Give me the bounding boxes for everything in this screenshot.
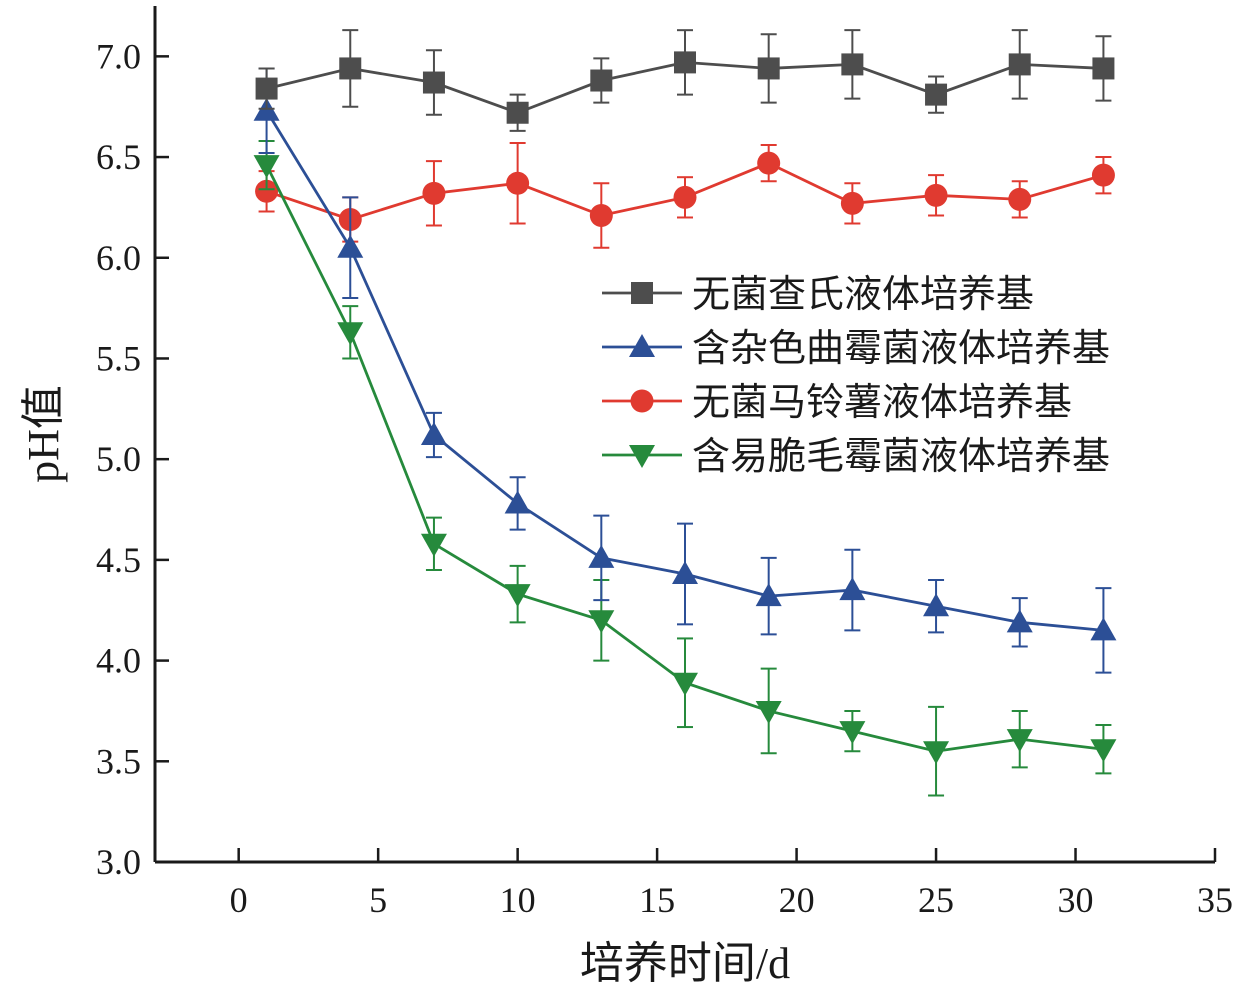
data-point bbox=[255, 77, 278, 100]
x-tick-label: 25 bbox=[918, 880, 954, 920]
data-point bbox=[1006, 729, 1033, 753]
data-point bbox=[1092, 57, 1115, 80]
data-point bbox=[253, 155, 280, 179]
legend-item: 无菌马铃薯液体培养基 bbox=[602, 382, 1072, 424]
legend-item: 含杂色曲霉菌液体培养基 bbox=[602, 328, 1110, 370]
y-tick-label: 3.0 bbox=[96, 842, 141, 882]
legend-marker bbox=[631, 282, 653, 304]
legend-item: 无菌查氏液体培养基 bbox=[602, 274, 1034, 316]
data-point bbox=[504, 584, 531, 608]
data-point bbox=[923, 593, 950, 617]
data-point bbox=[1008, 187, 1032, 211]
y-tick-label: 6.5 bbox=[96, 137, 141, 177]
data-point bbox=[839, 721, 866, 745]
data-point bbox=[672, 672, 698, 696]
data-point bbox=[1090, 617, 1117, 641]
x-tick-label: 30 bbox=[1058, 880, 1094, 920]
y-tick-label: 3.5 bbox=[96, 741, 141, 781]
data-point bbox=[588, 544, 615, 568]
x-tick-label: 5 bbox=[369, 880, 387, 920]
data-point bbox=[755, 700, 782, 724]
x-axis-title: 培养时间/d bbox=[580, 939, 790, 988]
data-point bbox=[757, 57, 780, 80]
y-tick-label: 5.5 bbox=[96, 338, 141, 378]
data-point bbox=[588, 610, 615, 634]
data-point bbox=[925, 83, 948, 106]
y-tick-label: 6.0 bbox=[96, 238, 141, 278]
axes: 0 5 10 15 20 25 30 35 3.0 3.5 4.0 4.5 5.0 5.5 6.0 6.5 7.… bbox=[96, 6, 1233, 920]
data-point bbox=[422, 181, 446, 205]
legend: 无菌查氏液体培养基含杂色曲霉菌液体培养基无菌马铃薯液体培养基含易脆毛霉菌液体培养… bbox=[602, 274, 1110, 478]
data-point bbox=[674, 51, 696, 74]
data-point bbox=[589, 203, 613, 227]
data-point bbox=[672, 560, 698, 584]
data-point bbox=[339, 57, 362, 80]
series-3 bbox=[255, 141, 1115, 249]
data-point bbox=[255, 179, 279, 203]
data-point bbox=[1006, 609, 1033, 633]
data-point bbox=[1091, 163, 1115, 187]
data-point bbox=[337, 234, 364, 258]
data-point bbox=[337, 322, 364, 346]
series-1 bbox=[255, 29, 1115, 132]
data-point bbox=[504, 490, 531, 514]
data-point bbox=[757, 151, 781, 175]
series-group bbox=[253, 29, 1117, 797]
y-tick-label: 7.0 bbox=[96, 36, 141, 76]
legend-label: 无菌查氏液体培养基 bbox=[692, 274, 1034, 316]
legend-marker bbox=[629, 334, 655, 357]
y-tick-label: 5.0 bbox=[96, 439, 141, 479]
data-point bbox=[506, 171, 530, 195]
series-4 bbox=[253, 139, 1117, 797]
data-point bbox=[506, 101, 529, 124]
data-point bbox=[840, 191, 864, 215]
legend-label: 无菌马铃薯液体培养基 bbox=[692, 382, 1072, 424]
data-point bbox=[1090, 739, 1117, 763]
x-tick-label: 35 bbox=[1197, 880, 1233, 920]
legend-marker bbox=[629, 445, 655, 468]
x-tick-label: 20 bbox=[779, 880, 815, 920]
data-point bbox=[420, 533, 447, 557]
x-tick-label: 0 bbox=[230, 880, 248, 920]
data-point bbox=[1008, 53, 1031, 76]
series-2 bbox=[253, 67, 1117, 674]
data-point bbox=[924, 183, 948, 207]
legend-label: 含杂色曲霉菌液体培养基 bbox=[692, 328, 1110, 370]
x-tick-label: 10 bbox=[500, 880, 536, 920]
legend-marker bbox=[630, 389, 654, 413]
data-point bbox=[422, 71, 445, 94]
x-tick-label: 15 bbox=[639, 880, 675, 920]
legend-label: 含易脆毛霉菌液体培养基 bbox=[692, 436, 1110, 478]
y-tick-label: 4.5 bbox=[96, 540, 141, 580]
data-point bbox=[923, 741, 950, 765]
data-point bbox=[590, 69, 613, 92]
y-tick-label: 4.0 bbox=[96, 641, 141, 681]
data-point bbox=[839, 577, 866, 601]
legend-item: 含易脆毛霉菌液体培养基 bbox=[602, 436, 1110, 478]
data-point bbox=[841, 53, 864, 76]
y-axis-title: pH值 bbox=[19, 385, 68, 483]
data-point bbox=[673, 185, 697, 209]
data-point bbox=[420, 422, 447, 446]
data-point bbox=[755, 583, 782, 607]
